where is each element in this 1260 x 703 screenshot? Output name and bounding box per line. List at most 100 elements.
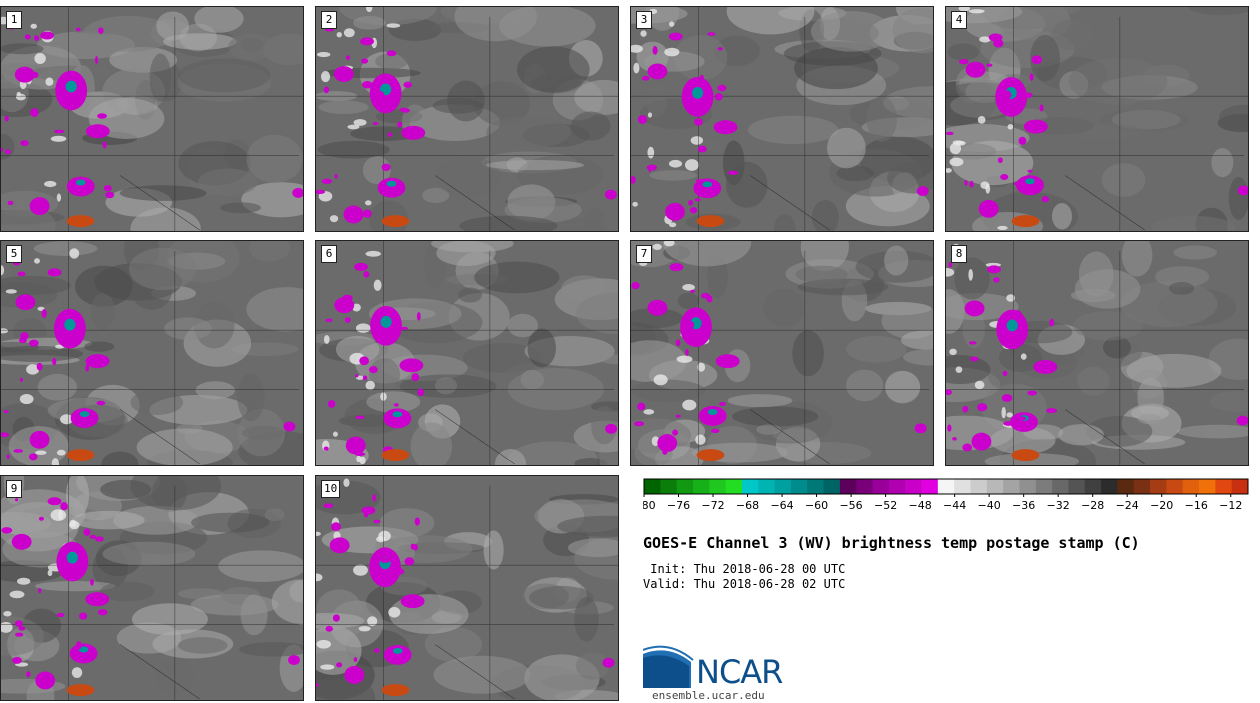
wv-texture <box>197 168 258 197</box>
cold-cloud-speck <box>373 519 381 524</box>
wv-bright <box>352 303 361 312</box>
colorbar-swatch <box>758 479 776 494</box>
cold-cloud-speck <box>38 516 45 521</box>
very-cold-core <box>78 646 89 653</box>
wv-texture <box>473 81 531 126</box>
cold-cloud-top <box>605 423 618 434</box>
wv-texture <box>432 97 483 114</box>
wv-bright <box>388 606 401 618</box>
cold-cloud-speck <box>993 277 1000 283</box>
cold-cloud-speck <box>362 375 368 381</box>
panel-1: 1 <box>0 6 304 232</box>
wv-texture <box>1111 109 1181 130</box>
very-cold-core <box>692 86 704 99</box>
cold-cloud-top <box>29 197 50 216</box>
cold-cloud-speck <box>332 614 340 622</box>
warm-dry-area <box>66 684 95 697</box>
wv-texture <box>1086 415 1153 447</box>
wv-texture <box>433 655 531 694</box>
wv-texture <box>631 340 687 383</box>
colorbar-swatch <box>660 479 678 494</box>
cold-cloud-speck <box>15 632 24 637</box>
cold-cloud-top <box>288 655 300 666</box>
wv-texture <box>727 394 793 408</box>
cold-cloud-speck <box>417 388 425 397</box>
cold-cloud-speck <box>952 437 957 441</box>
cold-cloud-speck <box>328 399 336 408</box>
colorbar-swatch <box>692 479 710 494</box>
cold-cloud-speck <box>20 140 29 147</box>
colorbar-swatch <box>807 479 825 494</box>
colorbar-swatch <box>888 479 906 494</box>
colorbar-swatch <box>937 479 955 494</box>
ncar-logo-icon <box>643 645 694 688</box>
cold-cloud-top <box>1033 360 1058 374</box>
panel-9: 9 <box>0 475 304 701</box>
cold-cloud-speck <box>397 121 403 128</box>
wv-texture <box>317 140 390 159</box>
cold-cloud-speck <box>85 364 90 372</box>
wv-texture <box>379 508 435 538</box>
wv-texture <box>649 170 697 181</box>
wv-bright <box>45 77 54 86</box>
wv-texture <box>795 265 848 283</box>
cold-cloud-speck <box>1016 416 1026 421</box>
cold-cloud-speck <box>688 199 694 206</box>
panel-label: 5 <box>6 245 22 263</box>
cold-cloud-speck <box>28 453 38 461</box>
map-image <box>946 7 1248 231</box>
cold-cloud-speck <box>1049 318 1055 327</box>
wv-bright <box>958 7 971 12</box>
cold-cloud-speck <box>36 362 43 371</box>
colorbar-swatch <box>676 479 694 494</box>
cold-cloud-top <box>604 189 617 200</box>
cold-cloud-top <box>971 432 992 451</box>
wv-texture <box>827 127 866 169</box>
wv-bright <box>332 431 338 437</box>
cold-cloud-top <box>47 268 62 277</box>
cold-cloud-speck <box>689 207 698 214</box>
wv-texture <box>887 162 933 194</box>
wv-bright <box>343 28 355 38</box>
cold-cloud-top <box>1023 119 1048 134</box>
wv-texture <box>575 292 618 335</box>
colorbar-swatch <box>1068 479 1086 494</box>
wv-texture <box>836 165 874 182</box>
cold-cloud-speck <box>646 164 658 171</box>
wv-texture <box>353 15 386 30</box>
cold-cloud-speck <box>727 170 739 175</box>
cold-cloud-speck <box>95 536 104 542</box>
cold-cloud-speck <box>56 612 65 618</box>
wv-texture <box>574 596 599 642</box>
panel-6: 6 <box>315 240 619 466</box>
map-image <box>1 476 303 700</box>
cold-cloud-speck <box>60 502 68 511</box>
wv-texture <box>82 15 174 53</box>
cold-cloud-top <box>334 297 355 314</box>
wv-texture <box>228 33 276 61</box>
wv-texture <box>1209 390 1248 412</box>
wv-texture <box>237 373 265 422</box>
wv-bright <box>378 530 391 542</box>
wv-texture <box>1072 310 1143 341</box>
cold-cloud-speck <box>323 86 330 94</box>
wv-texture <box>435 377 458 395</box>
cold-cloud-top <box>47 497 62 506</box>
colorbar-border <box>643 478 1249 495</box>
wv-texture <box>561 275 608 302</box>
wv-texture <box>998 343 1043 373</box>
cold-cloud-speck <box>413 544 418 551</box>
cold-cloud-speck <box>1002 90 1012 100</box>
cold-cloud-speck <box>1034 178 1038 184</box>
wv-texture <box>240 594 268 636</box>
colorbar-swatch <box>1199 479 1216 494</box>
wv-texture <box>71 510 145 530</box>
wv-texture <box>130 207 201 231</box>
wv-texture <box>800 241 849 271</box>
wv-texture <box>149 53 172 102</box>
colorbar-tick-label: −76 <box>667 499 690 512</box>
map-image <box>316 241 618 465</box>
wv-texture <box>756 424 781 435</box>
state-borders <box>1 476 303 700</box>
wv-bright <box>695 434 706 445</box>
